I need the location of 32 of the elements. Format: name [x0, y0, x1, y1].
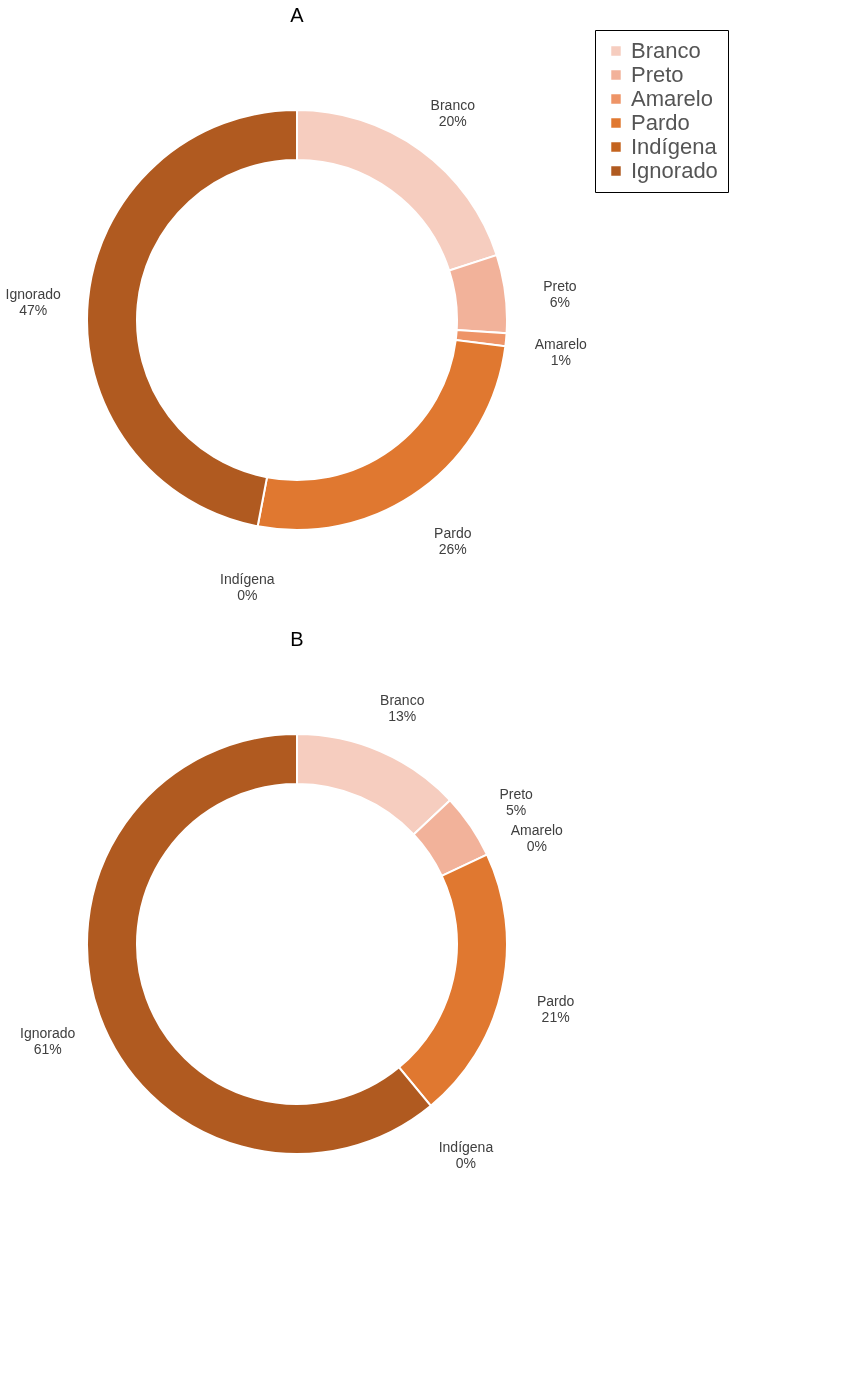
data-label: 20% [438, 112, 467, 129]
legend-label: Preto [631, 62, 684, 87]
slice-label: Pardo [434, 525, 472, 542]
legend-label: Amarelo [631, 86, 713, 111]
legend-label: Indígena [631, 134, 718, 159]
category-label: Indígena [220, 571, 275, 588]
slice-label: Ignorado [20, 1024, 76, 1041]
category-label: Indígena [438, 1139, 494, 1156]
legend-label: Ignorado [631, 158, 718, 183]
slice-label: Ignorado [5, 286, 62, 303]
data-label: 21% [541, 1008, 570, 1025]
data-label: 47% [19, 302, 48, 319]
data-label: 5% [506, 802, 527, 819]
chart-title: B [290, 628, 304, 650]
legend-label: Branco [631, 38, 701, 63]
text: 0% [526, 838, 547, 855]
slice-label: Preto [499, 786, 534, 803]
slice-label: Pardo [536, 992, 575, 1009]
legend-label: Pardo [631, 110, 690, 135]
chart-title: A [290, 3, 305, 26]
data-label: 13% [388, 707, 417, 724]
text: 0% [237, 587, 258, 604]
slice-label: Amarelo [534, 335, 588, 352]
slice-label: Branco [430, 96, 476, 113]
data-label: 6% [549, 293, 571, 310]
data-label: 1% [550, 351, 571, 368]
slice-label: Branco [380, 691, 425, 708]
text: 0% [455, 1155, 477, 1172]
data-label: 61% [33, 1040, 62, 1057]
data-label: 26% [438, 541, 467, 558]
slice-label: Preto [543, 277, 577, 294]
category-label: Amarelo [510, 822, 563, 839]
